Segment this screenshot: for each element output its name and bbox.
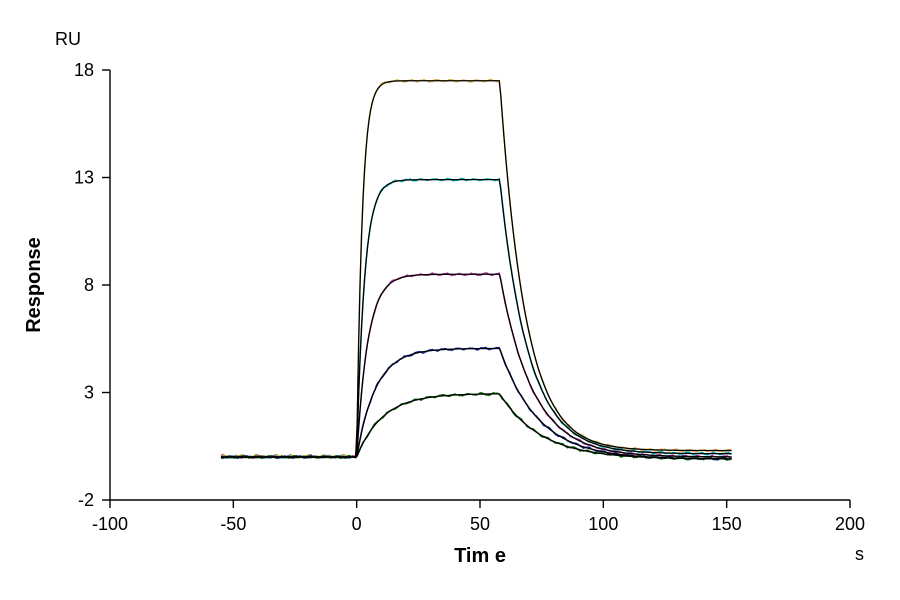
chart-svg: -100 -50 0 50 100 150 200 -2 3 8 13 18 RU s Tim e Respo… <box>0 0 900 600</box>
y-tick-label: 8 <box>84 275 94 295</box>
y-tick-label: 3 <box>84 383 94 403</box>
x-tick-label: 200 <box>835 514 865 534</box>
y-tick-label: -2 <box>78 490 94 510</box>
x-tick-label: 100 <box>588 514 618 534</box>
x-tick-label: 150 <box>712 514 742 534</box>
x-tick-label: 0 <box>352 514 362 534</box>
x-tick-label: -100 <box>92 514 128 534</box>
y-unit-label: RU <box>55 29 81 49</box>
y-tick-label: 18 <box>74 60 94 80</box>
x-axis-label: Tim e <box>454 545 506 567</box>
y-tick-label: 13 <box>74 168 94 188</box>
x-tick-label: 50 <box>470 514 490 534</box>
x-tick-label: -50 <box>220 514 246 534</box>
sensorgram-chart: -100 -50 0 50 100 150 200 -2 3 8 13 18 RU s Tim e Respo… <box>0 0 900 600</box>
y-axis-label: Response <box>23 237 45 333</box>
x-unit-label: s <box>855 544 864 564</box>
